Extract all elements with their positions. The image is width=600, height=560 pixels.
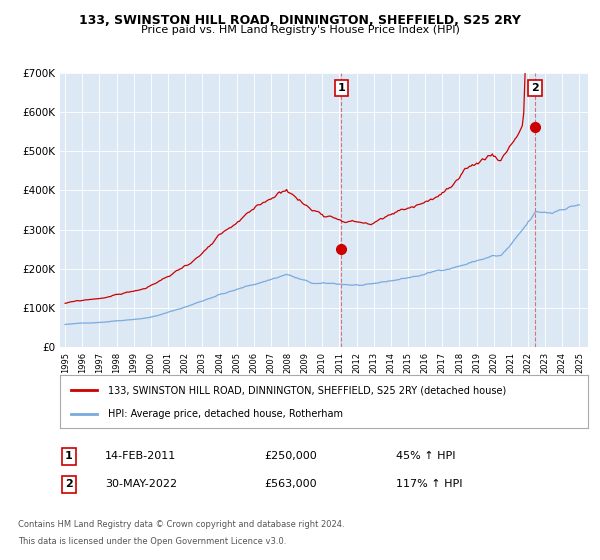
Text: HPI: Average price, detached house, Rotherham: HPI: Average price, detached house, Roth… xyxy=(107,408,343,418)
Text: 1: 1 xyxy=(65,451,73,461)
Text: This data is licensed under the Open Government Licence v3.0.: This data is licensed under the Open Gov… xyxy=(18,537,286,546)
Text: 1: 1 xyxy=(338,83,346,93)
Text: £563,000: £563,000 xyxy=(264,479,317,489)
Text: 2: 2 xyxy=(65,479,73,489)
Text: 2: 2 xyxy=(531,83,539,93)
Text: 117% ↑ HPI: 117% ↑ HPI xyxy=(396,479,463,489)
Text: £250,000: £250,000 xyxy=(264,451,317,461)
Text: Price paid vs. HM Land Registry's House Price Index (HPI): Price paid vs. HM Land Registry's House … xyxy=(140,25,460,35)
Text: Contains HM Land Registry data © Crown copyright and database right 2024.: Contains HM Land Registry data © Crown c… xyxy=(18,520,344,529)
Text: 133, SWINSTON HILL ROAD, DINNINGTON, SHEFFIELD, S25 2RY: 133, SWINSTON HILL ROAD, DINNINGTON, SHE… xyxy=(79,14,521,27)
Text: 14-FEB-2011: 14-FEB-2011 xyxy=(105,451,176,461)
Text: 45% ↑ HPI: 45% ↑ HPI xyxy=(396,451,455,461)
Text: 30-MAY-2022: 30-MAY-2022 xyxy=(105,479,177,489)
Text: 133, SWINSTON HILL ROAD, DINNINGTON, SHEFFIELD, S25 2RY (detached house): 133, SWINSTON HILL ROAD, DINNINGTON, SHE… xyxy=(107,385,506,395)
